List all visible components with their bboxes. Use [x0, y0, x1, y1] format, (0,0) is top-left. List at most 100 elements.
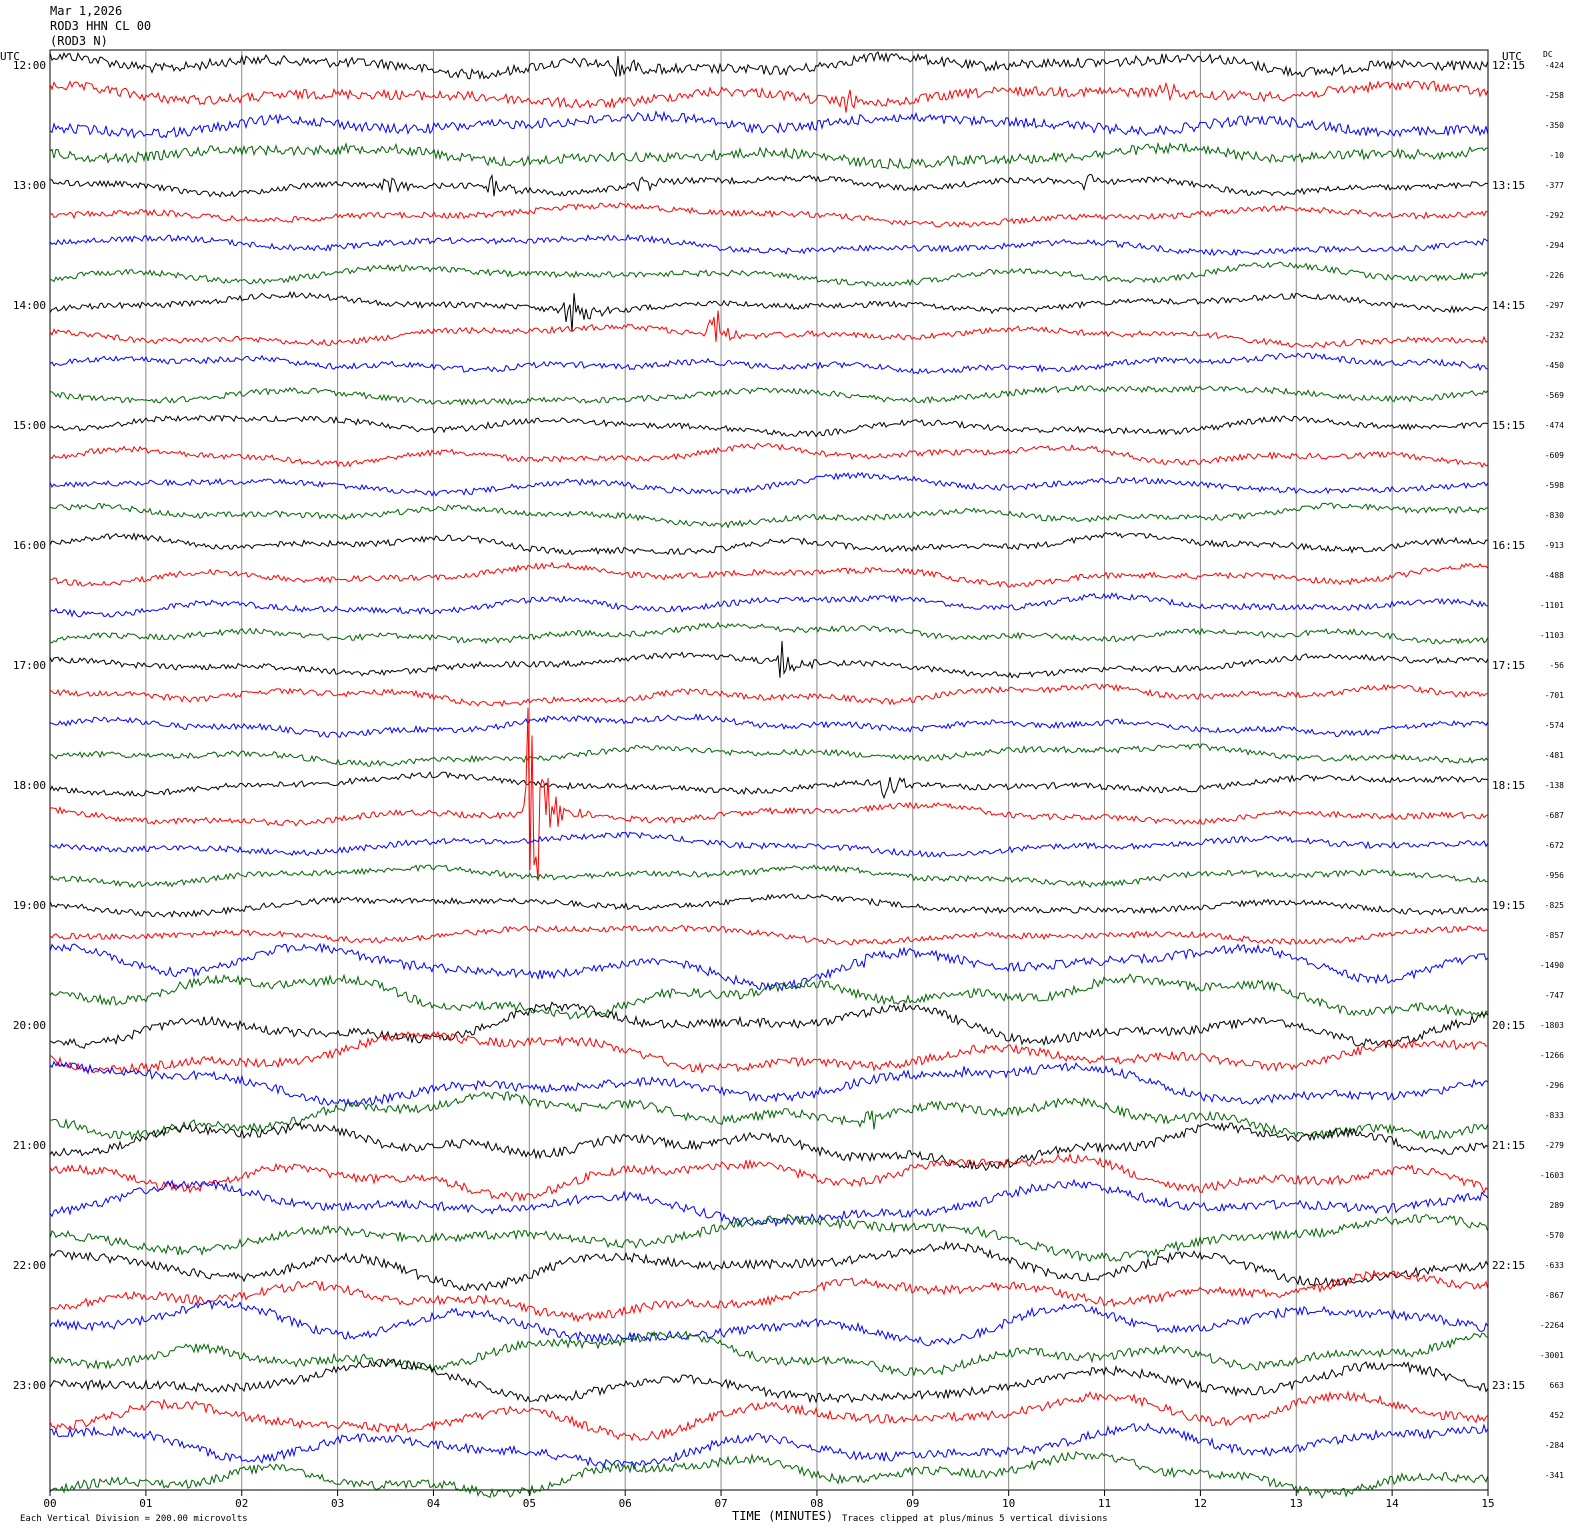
trace-line	[49, 141, 1489, 170]
x-tick-label: 13	[1290, 1497, 1303, 1510]
trace-line	[49, 924, 1489, 946]
dc-offset-label: -2264	[1540, 1321, 1564, 1330]
x-tick-label: 11	[1098, 1497, 1111, 1510]
dc-offset-label: -833	[1545, 1111, 1564, 1120]
dc-offset-label: -138	[1545, 781, 1564, 790]
trace-line	[49, 502, 1489, 529]
trace-line	[49, 1122, 1489, 1172]
header-date: Mar 1,2026	[50, 4, 123, 18]
right-hour-label: 12:15	[1492, 59, 1525, 72]
right-hour-label: 13:15	[1492, 179, 1525, 192]
dc-offset-label: -284	[1545, 1441, 1564, 1450]
trace-line	[49, 110, 1489, 139]
dc-offset-label: -633	[1545, 1261, 1564, 1270]
dc-offset-label: 452	[1550, 1411, 1565, 1420]
dc-offset-label: -598	[1545, 481, 1564, 490]
dc-offset-label: -377	[1545, 181, 1564, 190]
trace-line	[49, 1091, 1489, 1141]
dc-offset-label: -292	[1545, 211, 1564, 220]
left-hour-label: 21:00	[13, 1139, 46, 1152]
x-tick-label: 09	[906, 1497, 919, 1510]
trace-line	[49, 973, 1489, 1020]
dc-offset-label: -825	[1545, 901, 1564, 910]
dc-offset-label: -830	[1545, 511, 1564, 520]
left-hour-label: 18:00	[13, 779, 46, 792]
trace-line	[49, 743, 1489, 767]
left-hour-label: 16:00	[13, 539, 46, 552]
x-axis-title: TIME (MINUTES)	[732, 1509, 833, 1523]
dc-offset-label: -3001	[1540, 1351, 1564, 1360]
dc-offset-label: -10	[1550, 151, 1565, 160]
trace-line	[49, 414, 1489, 438]
dc-offset-label: -481	[1545, 751, 1564, 760]
dc-offset-label: -232	[1545, 331, 1564, 340]
clip-note: Traces clipped at plus/minus 5 vertical …	[842, 1514, 1108, 1524]
dc-offset-label: -424	[1545, 61, 1564, 70]
trace-line	[49, 442, 1489, 469]
dc-offset-label: -350	[1545, 121, 1564, 130]
trace-line	[49, 831, 1489, 858]
dc-offset-label: -956	[1545, 871, 1564, 880]
trace-line	[49, 1299, 1489, 1347]
dc-offset-label: -867	[1545, 1291, 1564, 1300]
dc-offset-label: 663	[1550, 1381, 1565, 1390]
trace-line	[49, 352, 1489, 375]
trace-line	[49, 1060, 1489, 1108]
trace-line	[49, 1240, 1489, 1292]
dc-offset-label: -1103	[1540, 631, 1564, 640]
dc-offset-label: -1266	[1540, 1051, 1564, 1060]
trace-line	[49, 592, 1489, 618]
x-tick-label: 01	[139, 1497, 152, 1510]
x-tick-label: 04	[427, 1497, 441, 1510]
trace-line	[49, 683, 1489, 708]
trace-line	[49, 1390, 1489, 1442]
x-tick-label: 03	[331, 1497, 344, 1510]
plot-frame	[49, 49, 1489, 1491]
dc-offset-label: -1490	[1540, 961, 1564, 970]
trace-line	[49, 1001, 1489, 1050]
dc-offset-label: -474	[1545, 421, 1564, 430]
dc-offset-label: -450	[1545, 361, 1564, 370]
dc-offset-label: -1101	[1540, 601, 1564, 610]
trace-line	[49, 384, 1489, 407]
trace-line	[49, 471, 1489, 497]
dc-offset-label: -279	[1545, 1141, 1564, 1150]
dc-offset-label: -569	[1545, 391, 1564, 400]
trace-line	[49, 1450, 1489, 1499]
right-hour-label: 21:15	[1492, 1139, 1525, 1152]
axis-labels: 00 01 02 03 04 05 06 07 08 09 10 11 12 13 14 15 12:00 12:…	[13, 59, 1564, 1510]
x-tick-label: 02	[235, 1497, 248, 1510]
right-hour-label: 23:15	[1492, 1379, 1525, 1392]
header-channel: ROD3 HHN CL 00	[50, 19, 152, 33]
trace-line	[49, 1152, 1489, 1202]
left-hour-label: 20:00	[13, 1019, 46, 1032]
x-tick-label: 07	[714, 1497, 727, 1510]
x-tick-label: 08	[810, 1497, 823, 1510]
right-hour-label: 18:15	[1492, 779, 1525, 792]
left-hour-label: 15:00	[13, 419, 46, 432]
x-tick-label: 10	[1002, 1497, 1015, 1510]
right-hour-label: 15:15	[1492, 419, 1525, 432]
dc-offset-label: -857	[1545, 931, 1564, 940]
trace-line	[49, 640, 1489, 679]
right-utc-label: UTC	[1502, 50, 1522, 63]
trace-line	[49, 290, 1489, 332]
dc-offset-label: -701	[1545, 691, 1564, 700]
trace-line	[49, 531, 1489, 556]
x-tick-label: 05	[523, 1497, 536, 1510]
scale-note: Each Vertical Division = 200.00 microvol…	[20, 1514, 248, 1524]
trace-line	[49, 51, 1489, 80]
dc-offset-label: -1803	[1540, 1021, 1564, 1030]
trace-line	[49, 1030, 1489, 1075]
trace-line	[49, 893, 1489, 919]
dc-offset-label: -609	[1545, 451, 1564, 460]
trace-line	[49, 202, 1489, 228]
dc-offset-label: 289	[1550, 1201, 1565, 1210]
grid-lines	[145, 50, 1393, 1490]
trace-line	[49, 713, 1489, 739]
trace-line	[49, 1422, 1489, 1471]
trace-line	[49, 1358, 1489, 1404]
right-hour-label: 17:15	[1492, 659, 1525, 672]
right-hour-label: 14:15	[1492, 299, 1525, 312]
